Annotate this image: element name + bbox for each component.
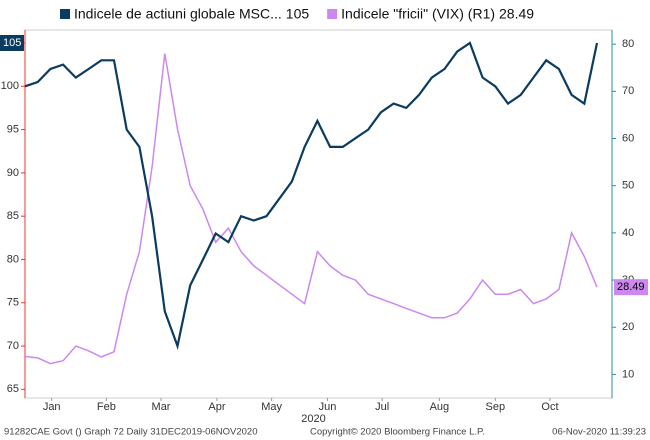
y2-tick-label: 40	[622, 227, 634, 239]
legend-value: 105	[286, 6, 310, 22]
series-line	[24, 41, 599, 350]
x-tick-label: Sep	[486, 401, 506, 413]
y2-tick-label: 70	[622, 85, 634, 97]
y-tick-label: 100	[1, 80, 19, 92]
x-tick-label: Jun	[319, 401, 337, 413]
legend-swatch	[60, 9, 70, 19]
x-tick-label: Jul	[375, 401, 389, 413]
y-tick-label: 90	[7, 167, 19, 179]
y2-tick-label: 10	[622, 368, 634, 380]
series-line	[24, 53, 598, 365]
last-value-box	[0, 34, 24, 51]
x-tick-label: Jan	[43, 401, 61, 413]
y-tick-label: 65	[7, 383, 19, 395]
x-tick-label: Mar	[152, 401, 171, 413]
legend-swatch	[327, 9, 338, 19]
y-tick-label: 75	[7, 297, 19, 309]
x-tick-label: May	[261, 401, 282, 413]
x-tick-label: Aug	[430, 401, 450, 413]
x-tick-label: Oct	[541, 401, 558, 413]
y-tick-label: 95	[7, 123, 19, 135]
footer-right: 06-Nov-2020 11:39:23	[552, 427, 646, 438]
legend-label: Indicele de actiuni globale MSC...	[74, 6, 282, 22]
y-tick-label: 80	[7, 253, 19, 265]
y2-tick-label: 50	[622, 180, 634, 192]
last-value-box	[614, 279, 648, 296]
legend-label: Indicele "fricii" (VIX) (R1)	[341, 6, 495, 22]
last-value-label: 28.49	[617, 281, 645, 293]
last-value-label: 105	[3, 37, 21, 49]
footer-left: 91282CAE Govt () Graph 72 Daily 31DEC201…	[4, 427, 257, 438]
legend-value: 28.49	[499, 6, 534, 22]
x-tick-label: Feb	[97, 401, 116, 413]
footer-center: Copyright© 2020 Bloomberg Finance L.P.	[310, 427, 485, 438]
y-tick-label: 85	[7, 210, 19, 222]
y2-tick-label: 60	[622, 132, 634, 144]
y2-tick-label: 20	[622, 321, 634, 333]
x-tick-label: Apr	[208, 401, 225, 413]
x-year-label: 2020	[301, 413, 325, 425]
y2-tick-label: 80	[622, 38, 634, 50]
y-tick-label: 70	[7, 340, 19, 352]
